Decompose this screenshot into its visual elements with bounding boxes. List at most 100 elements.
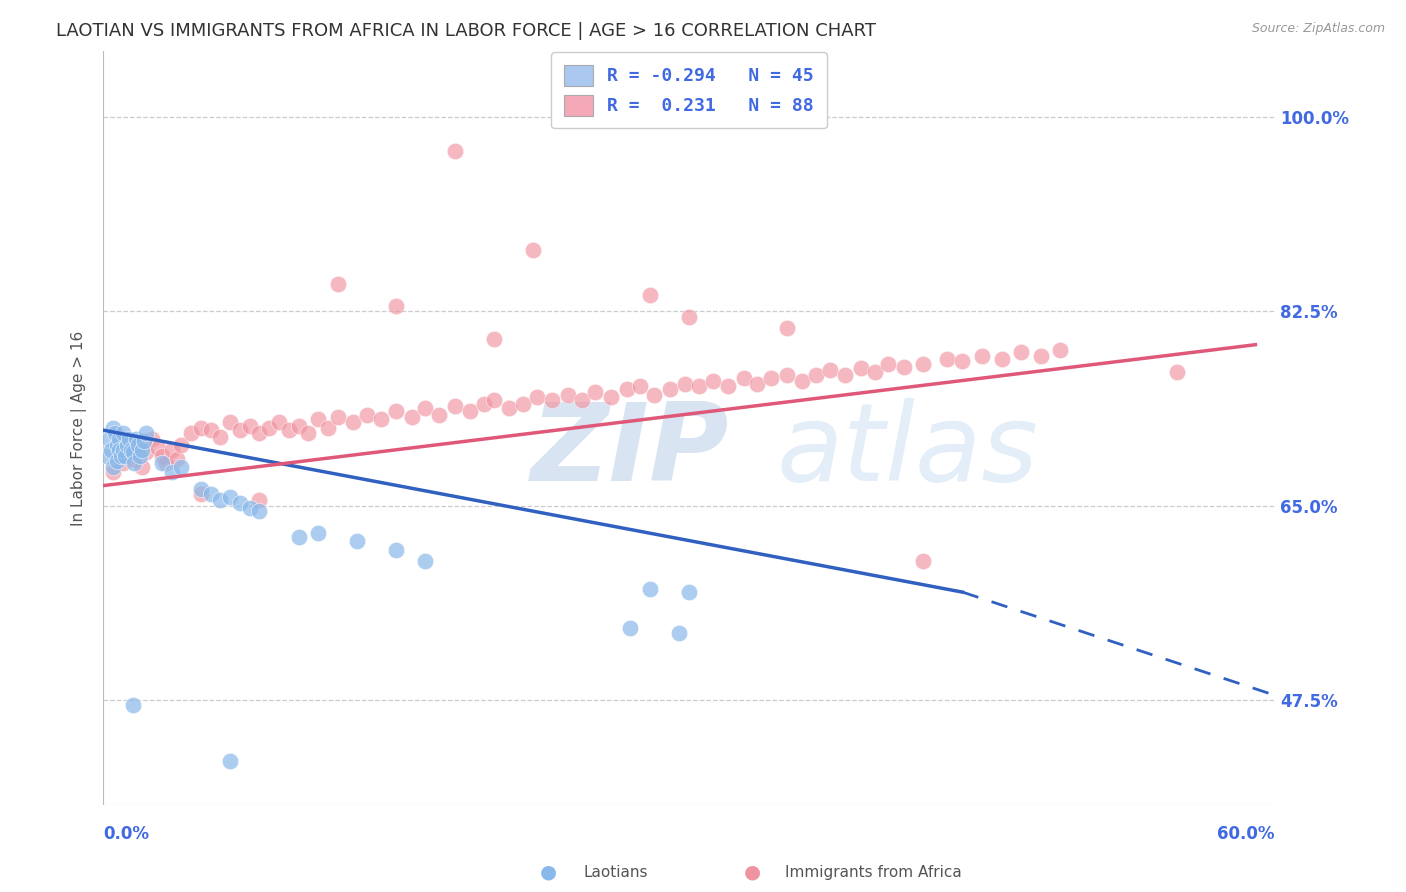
Point bbox=[1029, 349, 1052, 363]
Point bbox=[385, 543, 408, 558]
Point bbox=[121, 698, 143, 713]
Point bbox=[472, 396, 495, 410]
Text: ZIP: ZIP bbox=[531, 398, 730, 504]
Point bbox=[326, 409, 349, 424]
Point bbox=[733, 371, 755, 385]
Text: 60.0%: 60.0% bbox=[1218, 825, 1275, 843]
Point bbox=[702, 374, 724, 388]
Point bbox=[229, 496, 252, 510]
Point bbox=[415, 401, 437, 415]
Text: ●: ● bbox=[540, 863, 557, 882]
Point bbox=[643, 387, 665, 401]
Point bbox=[98, 432, 121, 446]
Point bbox=[104, 426, 127, 441]
Point bbox=[616, 382, 638, 396]
Point bbox=[105, 454, 128, 468]
Point bbox=[127, 437, 149, 451]
Point bbox=[526, 390, 548, 404]
Point bbox=[219, 490, 242, 504]
Point bbox=[628, 378, 651, 392]
Point bbox=[522, 244, 544, 258]
Point bbox=[346, 534, 368, 549]
Text: 0.0%: 0.0% bbox=[103, 825, 149, 843]
Point bbox=[557, 387, 579, 401]
Point bbox=[952, 354, 974, 368]
Point bbox=[166, 452, 188, 467]
Point bbox=[108, 449, 131, 463]
Point bbox=[190, 487, 212, 501]
Point bbox=[638, 287, 661, 301]
Point bbox=[834, 368, 856, 382]
Point bbox=[155, 457, 177, 471]
Point bbox=[792, 374, 814, 388]
Point bbox=[863, 366, 886, 380]
Point bbox=[200, 487, 222, 501]
Point bbox=[124, 457, 146, 471]
Point bbox=[121, 452, 143, 467]
Point bbox=[804, 368, 827, 382]
Point bbox=[385, 404, 408, 418]
Point bbox=[747, 376, 769, 391]
Point bbox=[583, 385, 606, 400]
Point bbox=[120, 443, 142, 458]
Point bbox=[257, 421, 280, 435]
Point bbox=[170, 459, 193, 474]
Point bbox=[512, 396, 534, 410]
Point bbox=[170, 437, 193, 451]
Point bbox=[134, 434, 156, 449]
Point bbox=[297, 426, 319, 441]
Point bbox=[443, 144, 465, 158]
Point bbox=[111, 457, 134, 471]
Point bbox=[541, 393, 564, 408]
Point bbox=[131, 443, 153, 458]
Point bbox=[326, 277, 349, 291]
Point bbox=[776, 321, 799, 335]
Point bbox=[370, 412, 392, 426]
Text: Source: ZipAtlas.com: Source: ZipAtlas.com bbox=[1251, 22, 1385, 36]
Point bbox=[146, 441, 169, 455]
Point bbox=[1166, 366, 1188, 380]
Point bbox=[1010, 345, 1032, 359]
Y-axis label: In Labor Force | Age > 16: In Labor Force | Age > 16 bbox=[72, 330, 87, 525]
Point bbox=[307, 412, 329, 426]
Point bbox=[239, 500, 262, 515]
Point bbox=[100, 443, 122, 458]
Point bbox=[131, 459, 153, 474]
Point bbox=[912, 357, 935, 371]
Point bbox=[180, 426, 202, 441]
Point bbox=[249, 426, 271, 441]
Point bbox=[658, 382, 681, 396]
Point bbox=[776, 368, 799, 382]
Point bbox=[427, 408, 450, 422]
Point bbox=[115, 443, 138, 458]
Point bbox=[912, 554, 935, 568]
Point bbox=[498, 401, 520, 415]
Point bbox=[209, 493, 232, 508]
Point bbox=[190, 482, 212, 496]
Point bbox=[239, 418, 262, 433]
Point bbox=[287, 418, 309, 433]
Point bbox=[108, 443, 131, 458]
Point bbox=[121, 445, 143, 459]
Point bbox=[160, 465, 183, 479]
Point bbox=[415, 554, 437, 568]
Point bbox=[249, 504, 271, 518]
Point bbox=[638, 582, 661, 596]
Point bbox=[877, 357, 900, 371]
Point bbox=[1049, 343, 1071, 358]
Point bbox=[114, 449, 136, 463]
Text: Laotians: Laotians bbox=[583, 865, 648, 880]
Point bbox=[229, 423, 252, 437]
Point bbox=[970, 349, 993, 363]
Point bbox=[287, 530, 309, 544]
Point bbox=[111, 426, 134, 441]
Point bbox=[249, 493, 271, 508]
Point bbox=[307, 526, 329, 541]
Point bbox=[105, 437, 128, 451]
Legend: R = -0.294   N = 45, R =  0.231   N = 88: R = -0.294 N = 45, R = 0.231 N = 88 bbox=[551, 52, 827, 128]
Point bbox=[108, 432, 131, 446]
Point bbox=[101, 465, 124, 479]
Point bbox=[935, 352, 957, 367]
Point bbox=[316, 421, 339, 435]
Text: ●: ● bbox=[744, 863, 761, 882]
